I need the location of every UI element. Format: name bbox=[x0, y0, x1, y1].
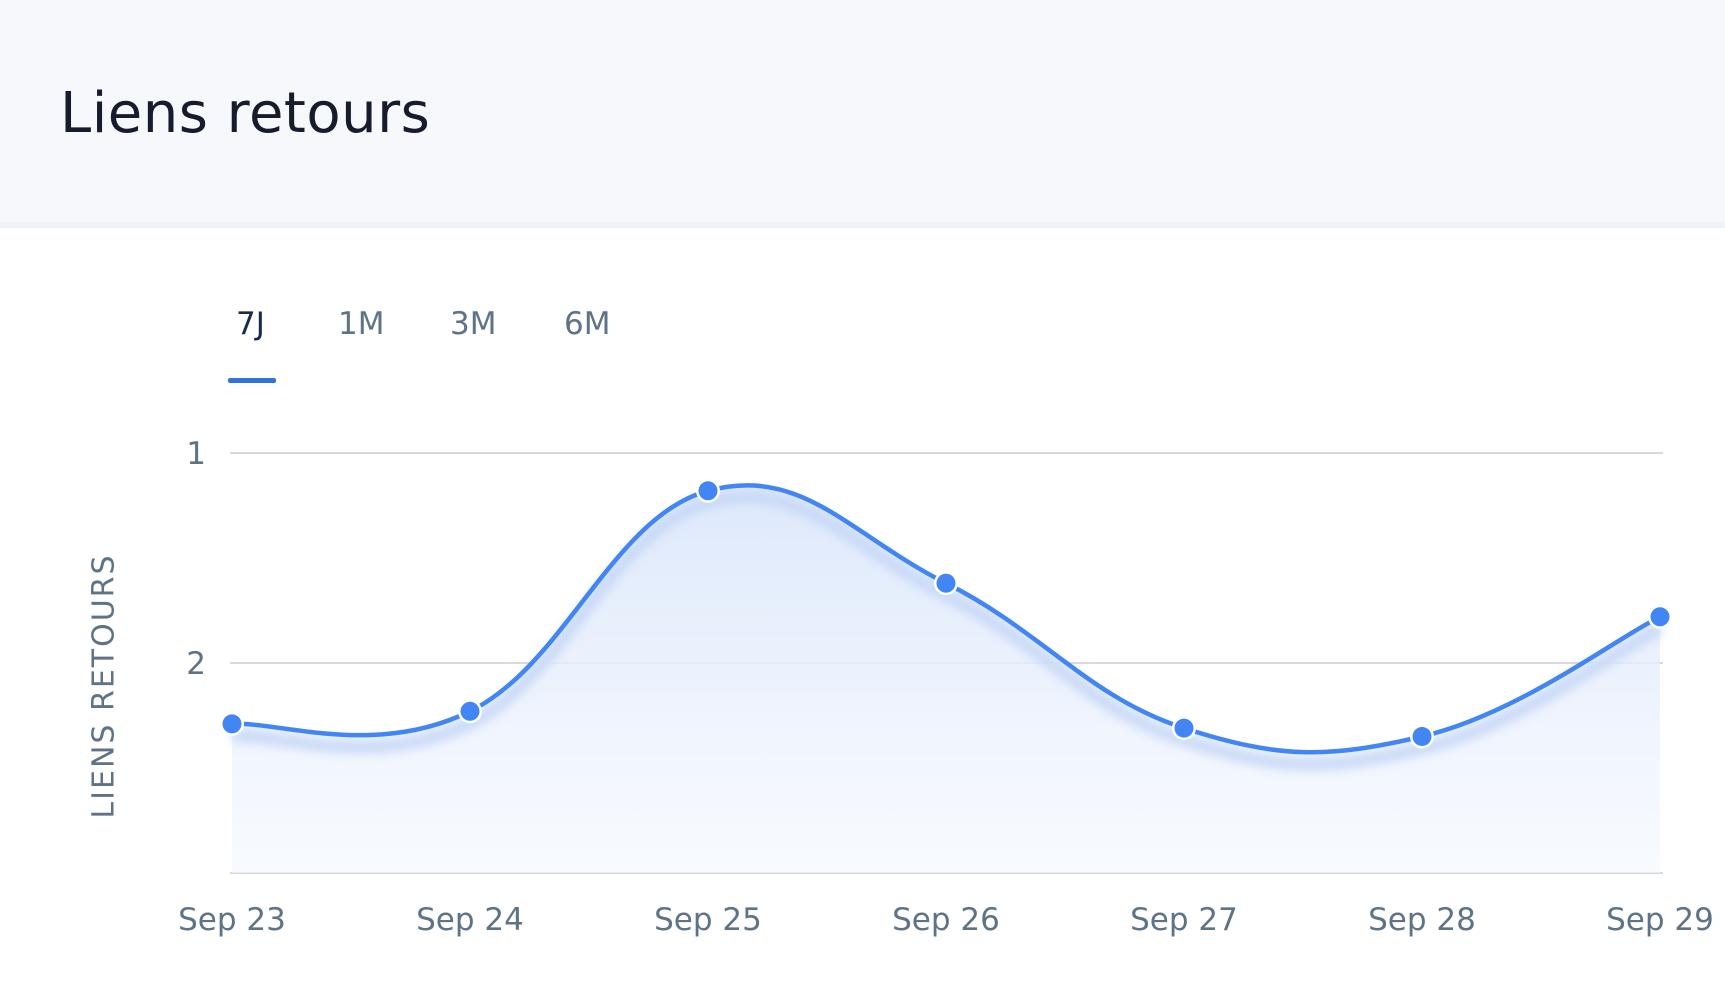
y-tick-label: 1 bbox=[186, 436, 206, 472]
tab-1m[interactable]: 1M bbox=[338, 306, 385, 342]
tab-3m[interactable]: 3M bbox=[450, 306, 497, 342]
data-point[interactable] bbox=[1650, 607, 1670, 627]
card-header: Liens retours bbox=[0, 0, 1725, 228]
y-tick-label: 2 bbox=[186, 646, 206, 682]
x-tick-label: Sep 26 bbox=[892, 902, 1000, 938]
data-point[interactable] bbox=[1412, 727, 1432, 746]
data-point[interactable] bbox=[1174, 718, 1194, 738]
page-title: Liens retours bbox=[60, 81, 431, 146]
data-point[interactable] bbox=[936, 573, 956, 593]
active-tab-indicator bbox=[228, 378, 276, 383]
data-point[interactable] bbox=[698, 481, 718, 501]
series-area-fill bbox=[232, 485, 1660, 873]
x-tick-label: Sep 25 bbox=[654, 902, 762, 938]
x-tick-label: Sep 28 bbox=[1368, 902, 1476, 938]
data-point[interactable] bbox=[460, 701, 480, 721]
tab-6m[interactable]: 6M bbox=[564, 306, 611, 342]
tab-7j[interactable]: 7J bbox=[236, 306, 265, 342]
x-tick-label: Sep 27 bbox=[1130, 902, 1238, 938]
x-tick-label: Sep 24 bbox=[416, 902, 524, 938]
x-tick-label: Sep 29 bbox=[1606, 902, 1714, 938]
x-tick-label: Sep 23 bbox=[178, 902, 286, 938]
data-point[interactable] bbox=[222, 714, 242, 734]
